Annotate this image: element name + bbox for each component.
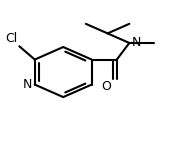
Text: O: O bbox=[101, 80, 111, 93]
Text: N: N bbox=[131, 36, 141, 50]
Text: N: N bbox=[23, 78, 32, 91]
Text: Cl: Cl bbox=[5, 32, 17, 45]
